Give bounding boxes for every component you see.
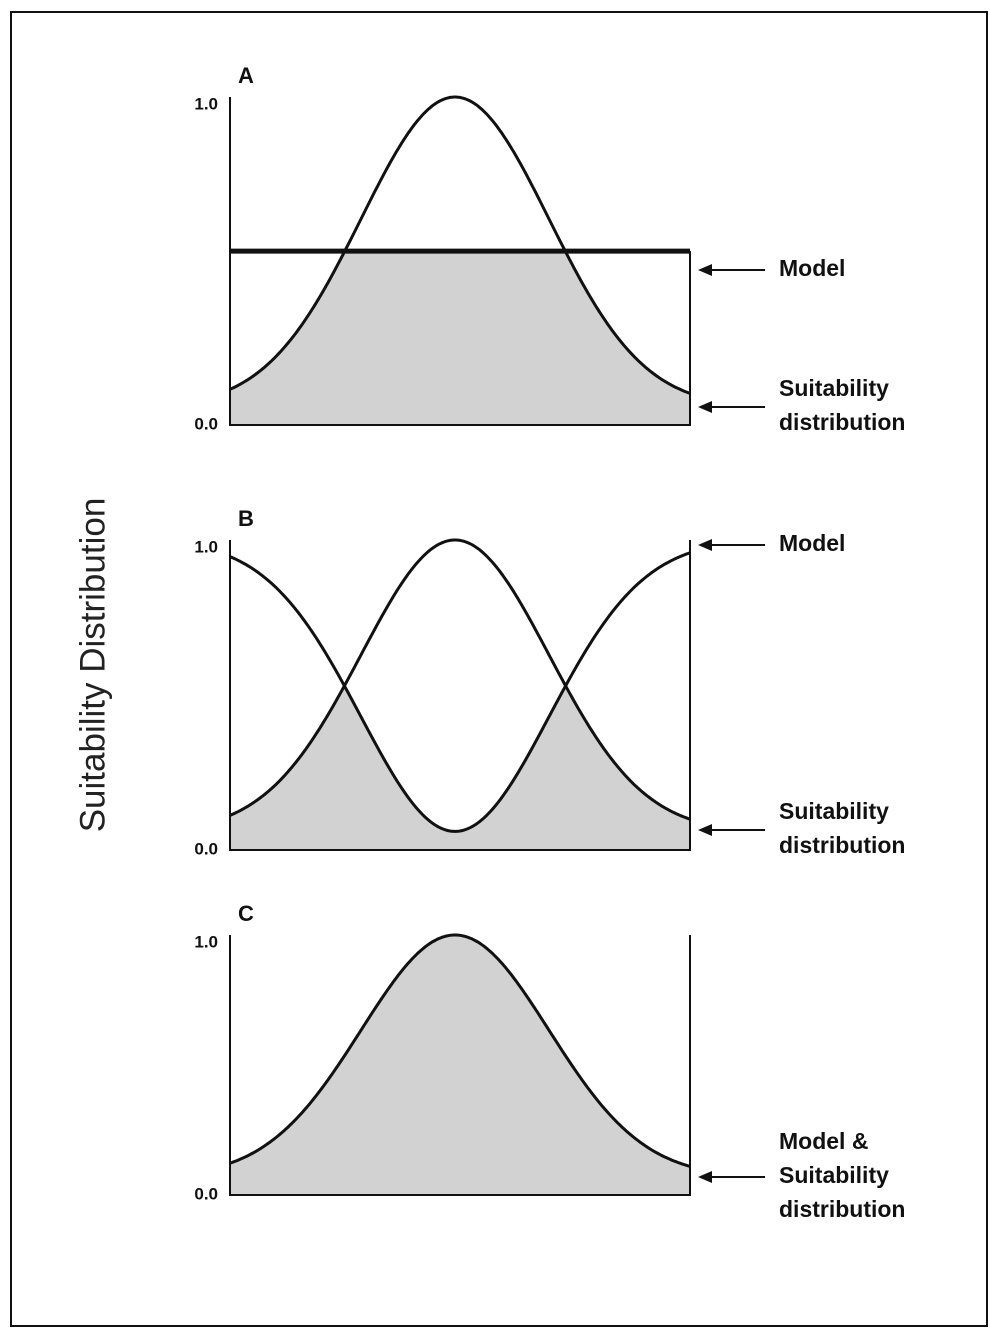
tick-bottom: 0.0 bbox=[194, 839, 218, 858]
y-axis-label: Suitability Distribution bbox=[73, 498, 112, 833]
suitability-curve bbox=[229, 95, 691, 395]
model-curve bbox=[229, 551, 691, 833]
tick-top: 1.0 bbox=[194, 537, 218, 556]
shaded-area bbox=[230, 686, 690, 850]
annotation: Suitability bbox=[779, 375, 889, 401]
suitability-curve bbox=[229, 933, 691, 1168]
panel-label: B bbox=[238, 506, 254, 531]
panel: B 1.0 0.0 Model Suitability distribution bbox=[194, 506, 905, 858]
annotation: Suitability bbox=[779, 798, 889, 824]
tick-bottom: 0.0 bbox=[194, 414, 218, 433]
annotation: Model bbox=[779, 255, 845, 281]
shaded-area bbox=[230, 935, 690, 1195]
annotation: Suitability bbox=[779, 1162, 889, 1188]
arrow-head bbox=[698, 401, 712, 413]
frame bbox=[10, 11, 988, 1327]
tick-top: 1.0 bbox=[194, 932, 218, 951]
annotation: Model & bbox=[779, 1128, 868, 1154]
axes bbox=[229, 935, 691, 1196]
annotation: distribution bbox=[779, 1196, 905, 1222]
annotation: Model bbox=[779, 530, 845, 556]
arrow-head bbox=[698, 1171, 712, 1183]
suitability-curve bbox=[229, 538, 691, 821]
panel-label: C bbox=[238, 901, 254, 926]
axes bbox=[229, 540, 691, 851]
shaded-area bbox=[230, 251, 690, 425]
panels: A 1.0 0.0 Model Suitability distribution B 1.0 0… bbox=[194, 63, 905, 1222]
arrow-head bbox=[698, 539, 712, 551]
panel: C 1.0 0.0 Model & Suitability distribution bbox=[194, 901, 905, 1222]
panel: A 1.0 0.0 Model Suitability distribution bbox=[194, 63, 905, 435]
tick-bottom: 0.0 bbox=[194, 1184, 218, 1203]
panel-label: A bbox=[238, 63, 254, 88]
annotation: distribution bbox=[779, 832, 905, 858]
axes bbox=[229, 97, 691, 426]
arrow-head bbox=[698, 264, 712, 276]
tick-top: 1.0 bbox=[194, 94, 218, 113]
annotation: distribution bbox=[779, 409, 905, 435]
arrow-head bbox=[698, 824, 712, 836]
